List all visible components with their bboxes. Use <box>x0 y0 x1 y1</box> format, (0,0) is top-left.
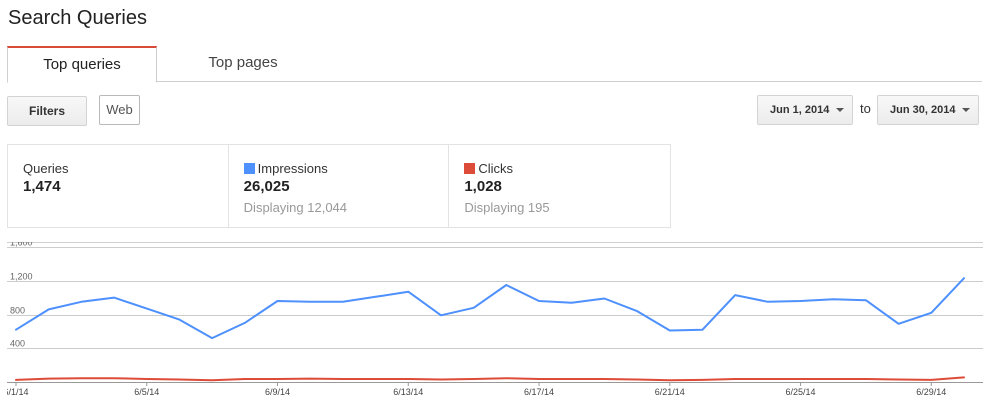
end-date-label: Jun 30, 2014 <box>890 104 956 116</box>
x-tick-label: 6/1/14 <box>7 387 29 397</box>
x-tick-label: 6/21/14 <box>655 387 685 397</box>
stat-impressions-label: Impressions <box>257 161 328 176</box>
stats-summary: Queries 1,474 Impressions 26,025 Display… <box>7 144 671 228</box>
clicks-legend-swatch <box>464 163 476 174</box>
y-tick-label: 1,600 <box>10 242 33 248</box>
stat-impressions-value: 26,025 <box>243 178 290 195</box>
start-date-dropdown[interactable]: Jun 1, 2014 <box>757 95 853 125</box>
tab-bar: Top queries Top pages <box>7 46 982 83</box>
chart-svg: 1,600 1,200 800 400 6/1/14 6/5/14 6/9/14 6/13/1… <box>7 242 983 397</box>
x-tick-label: 6/17/14 <box>524 387 554 397</box>
caret-down-icon <box>962 108 970 112</box>
stat-queries-label: Queries <box>23 161 69 176</box>
x-tick-label: 6/5/14 <box>134 387 159 397</box>
stat-clicks-displaying: Displaying 195 <box>464 200 550 215</box>
caret-down-icon <box>836 108 844 112</box>
start-date-label: Jun 1, 2014 <box>770 104 830 116</box>
search-queries-chart: 1,600 1,200 800 400 6/1/14 6/5/14 6/9/14 6/13/1… <box>7 242 983 406</box>
x-tick-label: 6/13/14 <box>393 387 423 397</box>
stat-clicks-value: 1,028 <box>464 178 502 195</box>
y-tick-label: 800 <box>10 306 25 316</box>
tab-top-pages[interactable]: Top pages <box>208 54 278 71</box>
stat-queries-value: 1,474 <box>23 178 61 195</box>
y-tick-label: 400 <box>10 339 25 349</box>
tab-top-queries[interactable]: Top queries <box>7 46 157 83</box>
series-line-clicks <box>15 376 965 382</box>
x-tick-label: 6/25/14 <box>786 387 816 397</box>
series-line-impressions <box>15 277 965 340</box>
web-filter-chip[interactable]: Web <box>99 95 140 125</box>
stat-clicks[interactable]: Clicks 1,028 Displaying 195 <box>449 145 670 227</box>
filters-button[interactable]: Filters <box>7 96 87 126</box>
stat-clicks-label: Clicks <box>478 161 514 176</box>
page-title: Search Queries <box>8 7 147 29</box>
impressions-legend-swatch <box>243 163 255 174</box>
stat-queries: Queries 1,474 <box>8 145 229 227</box>
end-date-dropdown[interactable]: Jun 30, 2014 <box>877 95 979 125</box>
x-tick-label: 6/29/14 <box>916 387 946 397</box>
stat-impressions[interactable]: Impressions 26,025 Displaying 12,044 <box>229 145 450 227</box>
x-tick-label: 6/9/14 <box>265 387 290 397</box>
date-range-separator: to <box>860 101 871 116</box>
stat-impressions-displaying: Displaying 12,044 <box>243 200 348 215</box>
y-tick-label: 1,200 <box>10 272 33 282</box>
